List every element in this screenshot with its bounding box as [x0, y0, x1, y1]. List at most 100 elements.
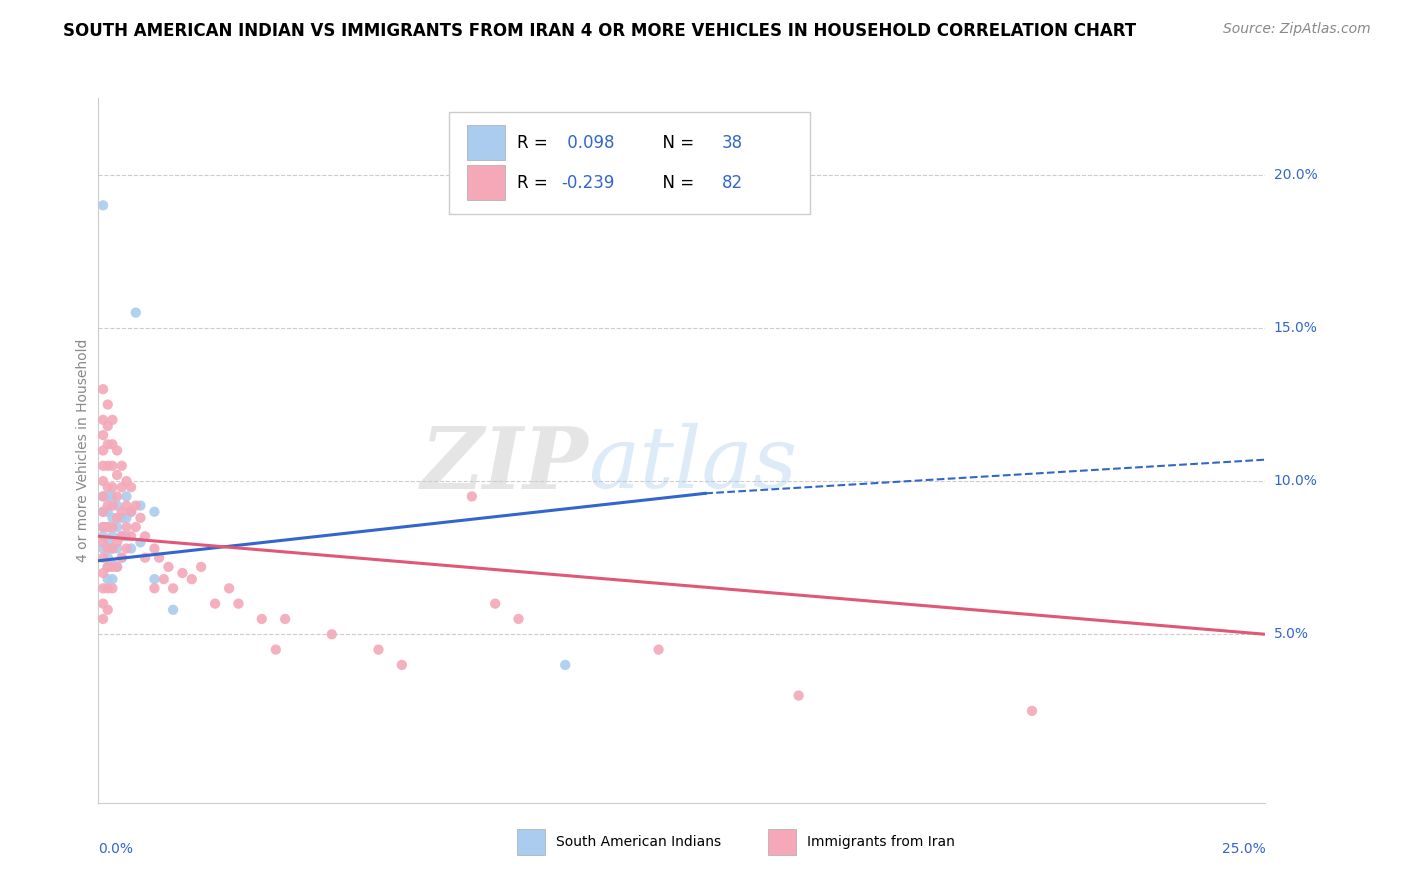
Point — [91, 413, 114, 427]
Point — [111, 480, 134, 494]
Point — [125, 520, 148, 534]
Point — [105, 535, 128, 549]
Text: 25.0%: 25.0% — [1222, 841, 1265, 855]
Text: atlas: atlas — [589, 423, 797, 506]
Point — [97, 582, 120, 596]
Point — [97, 603, 120, 617]
Point — [91, 582, 114, 596]
Point — [228, 597, 250, 611]
Point — [101, 413, 124, 427]
Point — [134, 550, 156, 565]
Text: Source: ZipAtlas.com: Source: ZipAtlas.com — [1223, 22, 1371, 37]
Point — [120, 505, 142, 519]
Point — [105, 560, 128, 574]
Point — [111, 550, 134, 565]
Point — [101, 572, 124, 586]
Point — [101, 490, 124, 504]
Y-axis label: 4 or more Vehicles in Household: 4 or more Vehicles in Household — [76, 339, 90, 562]
Point — [101, 541, 124, 556]
Point — [111, 511, 134, 525]
Point — [484, 597, 506, 611]
Point — [115, 474, 138, 488]
Point — [105, 490, 128, 504]
Point — [97, 490, 120, 504]
Point — [111, 458, 134, 473]
Point — [105, 467, 128, 482]
Text: R =: R = — [517, 174, 554, 192]
Point — [105, 520, 128, 534]
Text: 10.0%: 10.0% — [1274, 475, 1317, 488]
Point — [125, 499, 148, 513]
Point — [97, 458, 120, 473]
Point — [129, 511, 152, 525]
Point — [204, 597, 226, 611]
Text: 0.098: 0.098 — [562, 134, 614, 152]
Point — [101, 499, 124, 513]
Point — [101, 529, 124, 543]
Point — [129, 535, 152, 549]
FancyBboxPatch shape — [467, 125, 505, 161]
Text: ZIP: ZIP — [420, 423, 589, 507]
Text: SOUTH AMERICAN INDIAN VS IMMIGRANTS FROM IRAN 4 OR MORE VEHICLES IN HOUSEHOLD CO: SOUTH AMERICAN INDIAN VS IMMIGRANTS FROM… — [63, 22, 1136, 40]
Point — [115, 520, 138, 534]
Point — [101, 520, 124, 534]
Point — [134, 529, 156, 543]
Text: R =: R = — [517, 134, 554, 152]
Point — [101, 458, 124, 473]
Point — [91, 505, 114, 519]
Point — [91, 520, 114, 534]
Point — [162, 582, 184, 596]
Point — [101, 437, 124, 451]
Text: N =: N = — [651, 174, 699, 192]
Point — [91, 597, 114, 611]
Point — [115, 490, 138, 504]
Point — [97, 505, 120, 519]
Point — [101, 560, 124, 574]
Point — [180, 572, 202, 586]
Text: 38: 38 — [721, 134, 742, 152]
Point — [111, 505, 134, 519]
Point — [97, 419, 120, 434]
Point — [91, 458, 114, 473]
FancyBboxPatch shape — [449, 112, 810, 214]
Point — [105, 560, 128, 574]
Point — [101, 557, 124, 571]
Text: -0.239: -0.239 — [562, 174, 614, 192]
Point — [97, 437, 120, 451]
Point — [105, 443, 128, 458]
Point — [321, 627, 343, 641]
Point — [91, 529, 114, 543]
Text: Immigrants from Iran: Immigrants from Iran — [807, 835, 955, 848]
Point — [120, 541, 142, 556]
Text: 5.0%: 5.0% — [1274, 627, 1309, 641]
Point — [105, 511, 128, 525]
Point — [97, 550, 120, 565]
Text: 82: 82 — [721, 174, 742, 192]
Point — [101, 582, 124, 596]
Point — [218, 582, 240, 596]
Point — [143, 582, 166, 596]
Point — [91, 428, 114, 442]
Point — [125, 305, 148, 319]
Point — [115, 511, 138, 525]
Point — [274, 612, 297, 626]
Point — [120, 529, 142, 543]
Point — [250, 612, 273, 626]
Point — [162, 603, 184, 617]
Point — [190, 560, 212, 574]
Point — [120, 480, 142, 494]
Point — [97, 572, 120, 586]
Point — [115, 541, 138, 556]
Point — [91, 505, 114, 519]
Point — [105, 541, 128, 556]
Point — [143, 541, 166, 556]
Point — [129, 499, 152, 513]
Point — [97, 541, 120, 556]
Point — [91, 550, 114, 565]
Point — [152, 572, 174, 586]
Point — [143, 505, 166, 519]
Point — [647, 642, 669, 657]
Point — [1021, 704, 1043, 718]
Point — [508, 612, 530, 626]
Point — [97, 520, 120, 534]
